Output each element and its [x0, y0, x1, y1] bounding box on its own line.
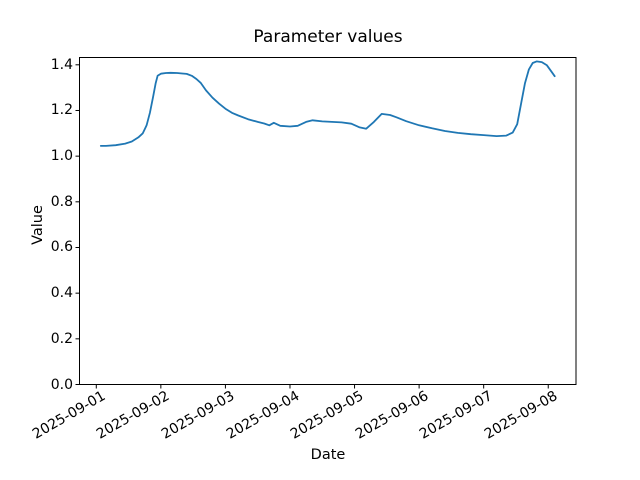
y-tick-label: 0.4 — [50, 285, 73, 302]
y-tick-label: 0.8 — [50, 193, 73, 210]
series-line — [99, 60, 556, 147]
y-tick-label: 1.2 — [50, 102, 73, 119]
y-tick-label: 0.2 — [50, 330, 73, 347]
y-tick-label: 1.0 — [50, 148, 73, 165]
y-tick-label: 1.4 — [50, 56, 73, 73]
y-tick-label: 0.0 — [50, 376, 73, 393]
y-axis-ticks — [75, 64, 80, 385]
chart-title: Parameter values — [253, 27, 403, 47]
y-axis-label: Value — [30, 205, 46, 245]
x-axis-ticks — [95, 384, 549, 389]
x-axis-label: Date — [310, 447, 346, 463]
plot-area-border — [79, 57, 577, 385]
y-tick-label: 0.6 — [50, 239, 73, 256]
